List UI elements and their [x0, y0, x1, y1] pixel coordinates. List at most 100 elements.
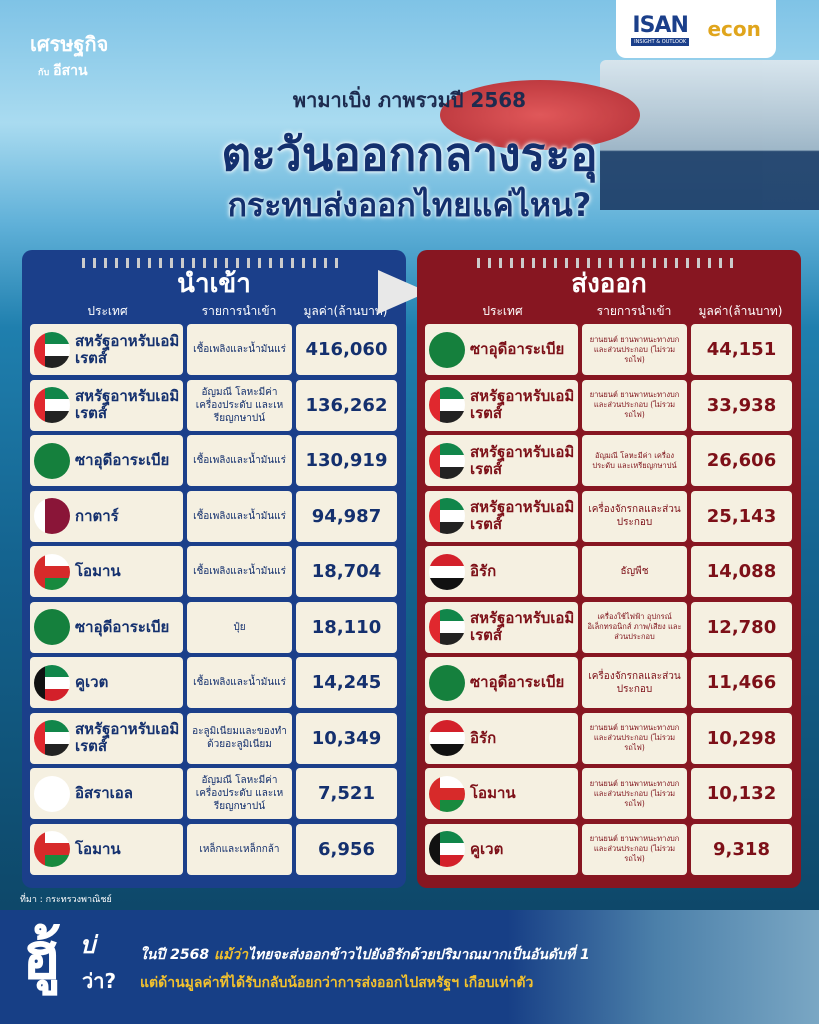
country-cell: อิรัก [425, 712, 578, 764]
table-row: โอมาน ยานยนต์ ยานพาหนะทางบก และส่วนประกอบ… [417, 768, 801, 819]
brand-logo: เศรษฐกิจ กับ อีสาน [30, 28, 108, 82]
table-row: ซาอุดีอาระเบีย เครื่องจักรกลและส่วนประกอบ… [417, 657, 801, 708]
header-value: มูลค่า(ล้านบาท) [698, 304, 783, 318]
page-title-line2: กระทบส่งออกไทยแค่ไหน? [227, 186, 592, 224]
item-cell: เชื้อเพลิงและน้ำมันแร่ [187, 546, 292, 597]
item-cell: อัญมณี โลหะมีค่า เครื่องประดับ และเหรียญ… [582, 435, 687, 486]
item-cell: ปุ๋ย [187, 601, 292, 653]
country-name: สหรัฐอาหรับเอมิเรตส์ [470, 609, 575, 644]
isan-logo-text: ISAN [632, 12, 688, 38]
country-name: สหรัฐอาหรับเอมิเรตส์ [470, 442, 575, 478]
value-cell: 26,606 [691, 435, 792, 486]
country-name: อิรัก [470, 728, 497, 747]
exports-headers: ประเทศ รายการนำเข้า มูลค่า(ล้านบาท) [417, 302, 801, 324]
iraq-flag-icon [429, 553, 465, 590]
table-row: โอมาน เชื้อเพลิงและน้ำมันแร่ 18,704 [22, 546, 406, 597]
item-cell: ยานยนต์ ยานพาหนะทางบก และส่วนประกอบ (ไม่… [582, 324, 687, 375]
uae-flag-icon [429, 609, 465, 645]
footer-bor: บ่ [80, 931, 96, 959]
table-row: โอมาน เหล็กและเหล็กกล้า 6,956 [22, 823, 406, 875]
isan-logo: ISAN INSIGHT & OUTLOOK [631, 12, 690, 46]
kuwait-flag-icon [34, 664, 70, 701]
country-cell: คูเวต [425, 823, 578, 875]
item-cell: ธัญพืช [582, 546, 687, 597]
partner-logos: ISAN INSIGHT & OUTLOOK econ [616, 0, 776, 58]
imports-title: นำเข้า [177, 269, 251, 299]
country-name: สหรัฐอาหรับเอมิเรตส์ [470, 387, 575, 422]
footer-banner [0, 910, 819, 1024]
country-name: ซาอุดีอาระเบีย [75, 617, 170, 636]
footer-line1-b: ไทยจะส่งออกข้าวไปยังอิรักด้วยปริมาณมากเป… [248, 947, 590, 963]
value-cell: 14,245 [296, 657, 397, 708]
country-name: โอมาน [470, 784, 516, 802]
country-name: โอมาน [75, 562, 121, 580]
exports-panel: ส่งออก ประเทศ รายการนำเข้า มูลค่า(ล้านบา… [417, 250, 801, 888]
country-name: ซาอุดีอาระเบีย [470, 340, 565, 358]
item-cell: ยานยนต์ ยานพาหนะทางบก และส่วนประกอบ (ไม่… [582, 379, 687, 431]
footer-line1: ในปี 2568 แม้ว่าไทยจะส่งออกข้าวไปยังอิรั… [140, 944, 590, 966]
item-cell: เครื่องใช้ไฟฟ้า อุปกรณ์อิเล็กทรอนิกส์ ภา… [582, 601, 687, 653]
country-cell: ซาอุดีอาระเบีย [425, 324, 578, 375]
country-cell: สหรัฐอาหรับเอมิเรตส์ [425, 379, 578, 431]
uae-flag-icon [429, 442, 465, 479]
country-cell: ซาอุดีอาระเบีย [30, 601, 183, 653]
table-row: ซาอุดีอาระเบีย ปุ๋ย 18,110 [22, 601, 406, 653]
item-cell: เครื่องจักรกลและส่วนประกอบ [582, 657, 687, 708]
exports-title: ส่งออก [571, 269, 647, 299]
table-row: สหรัฐอาหรับเอมิเรตส์ อะลูมิเนียมและของทำด… [22, 712, 406, 764]
header-item: รายการนำเข้า [201, 304, 277, 318]
value-cell: 7,521 [296, 768, 397, 819]
econ-logo: econ [707, 17, 761, 41]
country-cell: อิรัก [425, 546, 578, 597]
saudi-flag-icon [429, 331, 465, 368]
uae-flag-icon [429, 387, 465, 423]
oman-flag-icon [34, 831, 70, 867]
value-cell: 11,466 [691, 657, 792, 708]
table-row: คูเวต เชื้อเพลิงและน้ำมันแร่ 14,245 [22, 657, 406, 708]
footer-wa: ว่า? [82, 969, 117, 993]
item-cell: อะลูมิเนียมและของทำด้วยอะลูมิเนียม [187, 712, 292, 764]
country-name: กาตาร์ [75, 506, 119, 525]
iraq-flag-icon [429, 720, 465, 756]
country-cell: สหรัฐอาหรับเอมิเรตส์ [30, 324, 183, 375]
value-cell: 44,151 [691, 324, 792, 375]
value-cell: 18,110 [296, 601, 397, 653]
qatar-flag-icon [34, 498, 70, 534]
value-cell: 14,088 [691, 546, 792, 597]
item-cell: อัญมณี โลหะมีค่า เครื่องประดับ และเหรียญ… [187, 379, 292, 431]
country-cell: โอมาน [425, 768, 578, 819]
value-cell: 9,318 [691, 823, 792, 875]
item-cell: เชื้อเพลิงและน้ำมันแร่ [187, 657, 292, 708]
value-cell: 18,704 [296, 546, 397, 597]
header-value: มูลค่า(ล้านบาท) [303, 304, 388, 318]
uae-flag-icon [34, 331, 70, 368]
lng-ship-image [440, 60, 819, 210]
brand-prefix: กับ [38, 68, 50, 78]
table-row: กาตาร์ เชื้อเพลิงและน้ำมันแร่ 94,987 [22, 490, 406, 542]
imports-panel: นำเข้า ประเทศ รายการนำเข้า มูลค่า(ล้านบา… [22, 250, 406, 888]
country-cell: ซาอุดีอาระเบีย [30, 435, 183, 486]
saudi-flag-icon [429, 664, 465, 701]
header-country: ประเทศ [482, 304, 523, 318]
item-cell: เชื้อเพลิงและน้ำมันแร่ [187, 435, 292, 486]
country-cell: สหรัฐอาหรับเอมิเรตส์ [30, 712, 183, 764]
country-name: สหรัฐอาหรับเอมิเรตส์ [75, 331, 180, 367]
table-row: สหรัฐอาหรับเอมิเรตส์ อัญมณี โลหะมีค่า เคร… [22, 379, 406, 431]
oman-flag-icon [429, 775, 465, 812]
binder-rings [82, 258, 346, 268]
item-cell: เครื่องจักรกลและส่วนประกอบ [582, 490, 687, 542]
country-cell: อิสราเอล [30, 768, 183, 819]
uae-flag-icon [34, 387, 70, 423]
value-cell: 130,919 [296, 435, 397, 486]
brand-line2: อีสาน [53, 63, 88, 79]
footer-line1-highlight: แม้ว่า [214, 947, 248, 963]
country-cell: คูเวต [30, 657, 183, 708]
table-row: อิรัก ธัญพืช 14,088 [417, 546, 801, 597]
country-name: โอมาน [75, 839, 121, 858]
table-row: สหรัฐอาหรับเอมิเรตส์ อัญมณี โลหะมีค่า เคร… [417, 435, 801, 486]
uae-flag-icon [34, 720, 70, 756]
imports-headers: ประเทศ รายการนำเข้า มูลค่า(ล้านบาท) [22, 302, 406, 324]
country-cell: ซาอุดีอาระเบีย [425, 657, 578, 708]
uae-flag-icon [429, 498, 465, 534]
country-cell: สหรัฐอาหรับเอมิเรตส์ [425, 490, 578, 542]
